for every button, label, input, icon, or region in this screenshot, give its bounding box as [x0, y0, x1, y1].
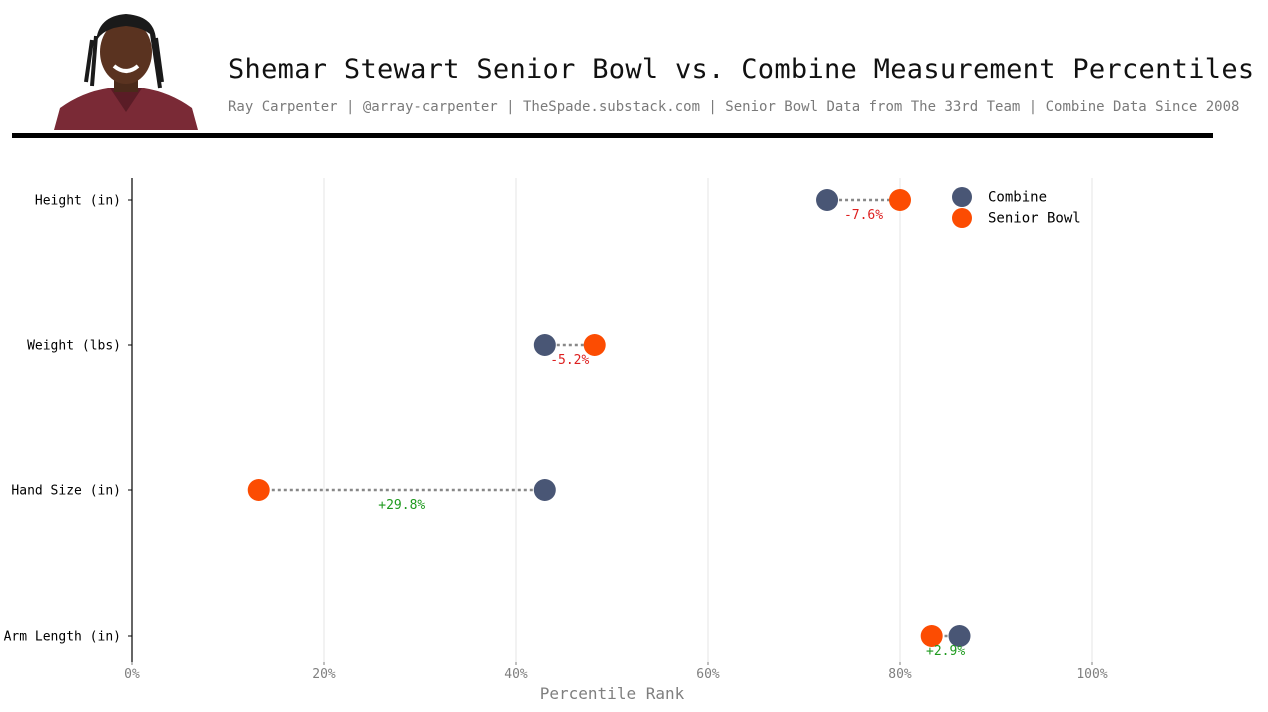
senior-bowl-point [889, 189, 911, 211]
senior-bowl-point [920, 625, 943, 647]
x-tick-label: 100% [1076, 667, 1107, 682]
y-tick-label: Height (in) [35, 194, 121, 209]
chart-title: Shemar Stewart Senior Bowl vs. Combine M… [228, 54, 1255, 85]
combine-point [533, 479, 556, 501]
combine-point [533, 334, 556, 356]
y-tick-label: Hand Size (in) [11, 484, 121, 499]
x-tick-label: 20% [312, 667, 336, 682]
header-divider [12, 133, 1213, 138]
x-tick-label: 80% [888, 667, 912, 682]
player-headshot [52, 12, 200, 130]
x-tick-label: 0% [124, 667, 140, 682]
difference-label: +2.9% [926, 644, 965, 659]
legend-label: Combine [988, 190, 1047, 206]
difference-label: -7.6% [844, 208, 883, 223]
x-tick-label: 60% [696, 667, 720, 682]
x-tick-label: 40% [504, 667, 528, 682]
y-tick-label: Arm Length (in) [4, 630, 121, 645]
senior-bowl-point [583, 334, 606, 356]
legend-marker [952, 208, 972, 228]
legend-marker [952, 187, 972, 207]
difference-label: -5.2% [550, 353, 589, 368]
senior-bowl-point [247, 479, 270, 501]
y-tick-label: Weight (lbs) [27, 339, 121, 354]
x-axis-label: Percentile Rank [540, 684, 685, 703]
legend-label: Senior Bowl [988, 211, 1081, 227]
combine-point [816, 189, 839, 211]
combine-point [948, 625, 971, 647]
chart-subtitle: Ray Carpenter | @array-carpenter | TheSp… [228, 99, 1240, 115]
difference-label: +29.8% [378, 498, 425, 513]
